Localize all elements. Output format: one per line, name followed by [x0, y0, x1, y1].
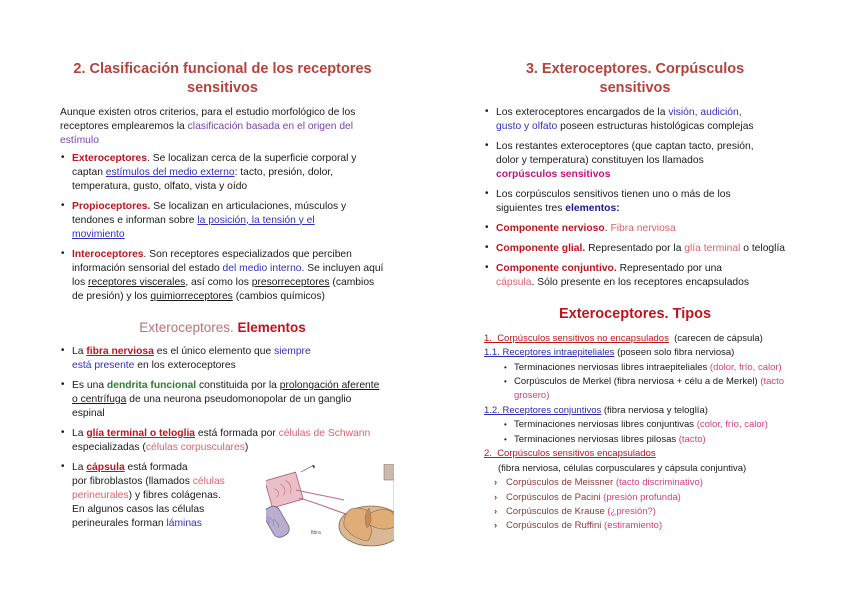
svg-text:fibra: fibra: [311, 530, 321, 536]
